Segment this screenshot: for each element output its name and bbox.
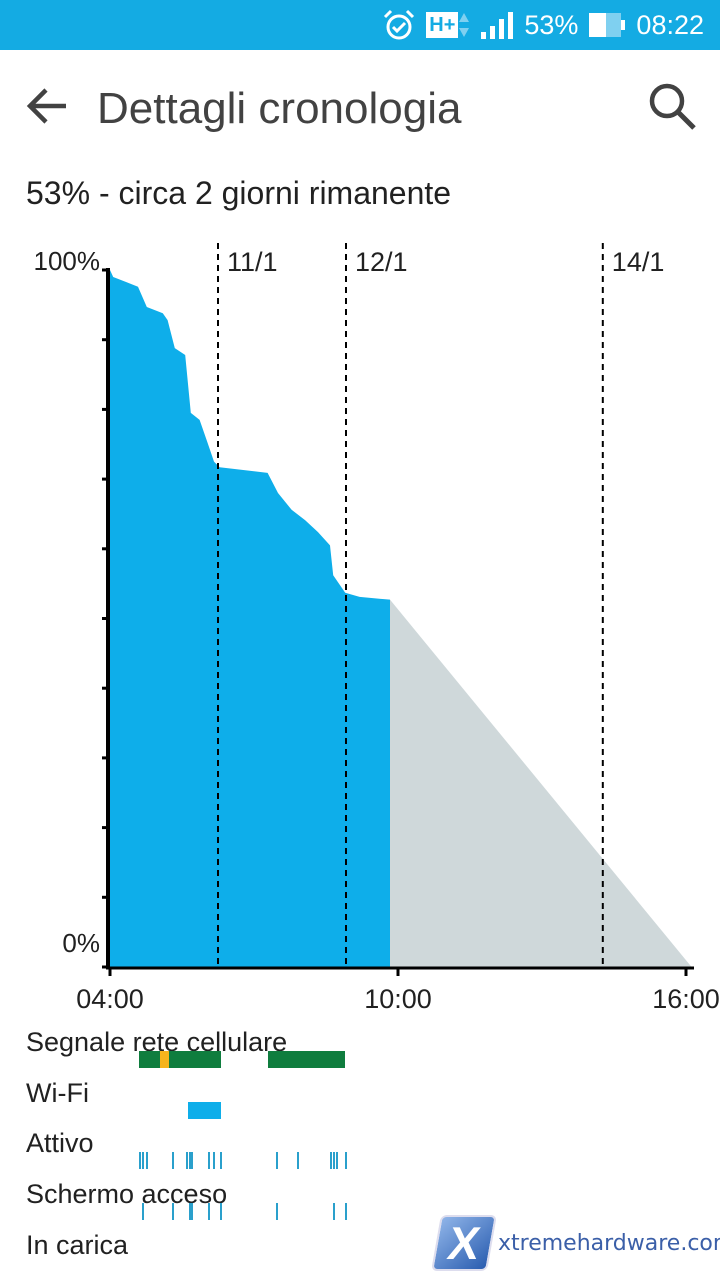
track-tick	[142, 1152, 144, 1169]
track-tick	[207, 1203, 210, 1220]
track-tick	[219, 1152, 222, 1169]
status-bar: H+ 53% 08:22	[0, 0, 720, 50]
track-label: Schermo acceso	[26, 1179, 228, 1209]
track-tick	[172, 1203, 175, 1220]
signal-icon	[480, 10, 514, 40]
track-tick	[190, 1152, 193, 1169]
date-marker-label: 11/1	[227, 247, 278, 277]
track-tick	[189, 1152, 192, 1169]
x-tick-label: 04:00	[76, 984, 144, 1014]
track-tick	[333, 1152, 336, 1169]
track-tick	[219, 1203, 222, 1220]
track-tick	[333, 1203, 336, 1220]
x-tick-label: 10:00	[364, 984, 432, 1014]
search-icon[interactable]	[646, 80, 698, 132]
page-title: Dettagli cronologia	[97, 84, 462, 133]
track-range	[188, 1102, 222, 1119]
clock: 08:22	[636, 9, 704, 40]
predicted-battery-area	[390, 599, 692, 967]
track-range	[267, 1051, 346, 1068]
track-tick	[207, 1152, 210, 1169]
track-tick	[336, 1152, 339, 1169]
y-tick-label: 100%	[34, 246, 101, 276]
battery-history-chart: 11/1 12/1 14/1 100% 0% 04:00 10:00 16:00	[34, 243, 720, 1014]
arrow-left-icon[interactable]	[24, 82, 72, 130]
y-tick-label: 0%	[62, 928, 100, 958]
x-tick-label: 16:00	[652, 984, 720, 1014]
app-bar: Dettagli cronologia	[0, 50, 720, 162]
x-logo-icon: X	[431, 1215, 497, 1271]
date-marker-label: 14/1	[612, 247, 665, 277]
track-label: Attivo	[26, 1128, 94, 1158]
track-label: Wi-Fi	[26, 1078, 89, 1108]
track-tick	[138, 1152, 141, 1169]
battery-percent: 53%	[524, 9, 579, 40]
alarm-icon	[382, 8, 416, 42]
track-tick	[275, 1152, 278, 1169]
hplus-network-icon: H+	[426, 11, 470, 39]
track-tick	[190, 1203, 193, 1220]
battery-summary: 53% - circa 2 giorni rimanente	[26, 175, 452, 211]
track-tick	[142, 1203, 144, 1220]
actual-battery-area	[110, 270, 390, 967]
track-tick	[297, 1152, 300, 1169]
track-tick	[146, 1152, 148, 1169]
track-tick	[345, 1203, 348, 1220]
track-highlight	[159, 1051, 170, 1068]
track-tick	[213, 1152, 216, 1169]
battery-icon	[588, 12, 626, 38]
track-tick	[330, 1152, 332, 1169]
track-tick	[186, 1152, 188, 1169]
track-tick	[275, 1203, 278, 1220]
track-tick	[345, 1152, 348, 1169]
track-label: In carica	[26, 1230, 129, 1260]
track-range	[138, 1051, 222, 1068]
track-tick	[172, 1152, 175, 1169]
date-marker-label: 12/1	[355, 247, 408, 277]
track-tick	[189, 1203, 192, 1220]
